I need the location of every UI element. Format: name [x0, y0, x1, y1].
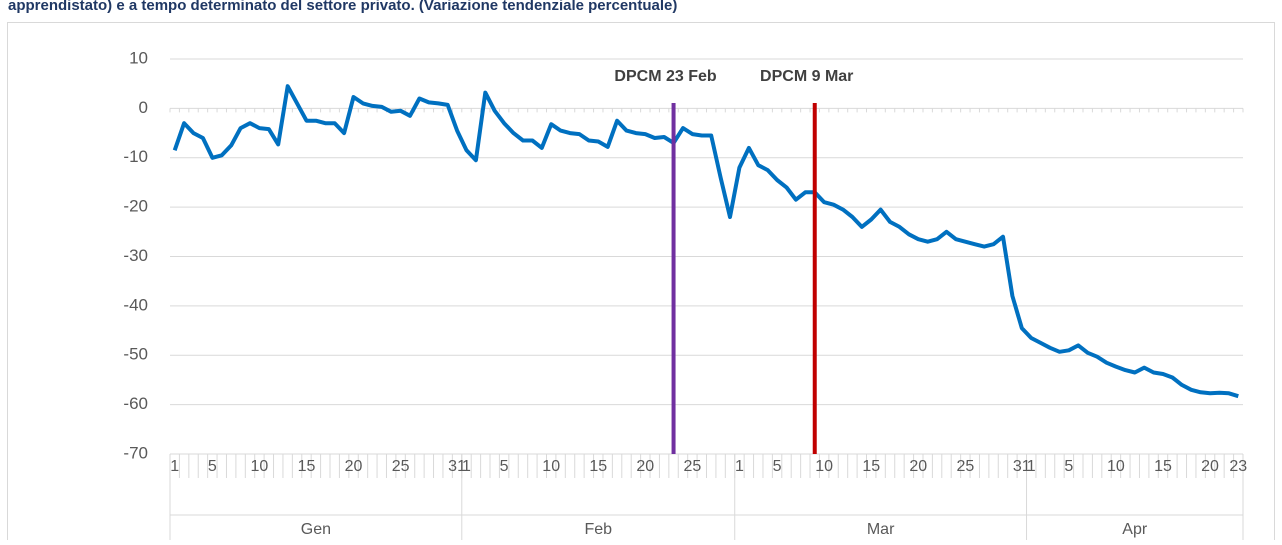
- x-tick-label: 5: [1064, 458, 1073, 475]
- y-tick-label: -50: [123, 345, 148, 364]
- x-tick-label: 5: [500, 458, 509, 475]
- x-tick-label: 23: [1229, 458, 1247, 475]
- y-tick-label: -10: [123, 147, 148, 166]
- x-tick-label: 15: [589, 458, 607, 475]
- chart-border: [7, 22, 1275, 545]
- event-label: DPCM 23 Feb: [614, 68, 716, 85]
- chart-title: apprendistato) e a tempo determinato del…: [8, 0, 677, 14]
- x-tick-label: 25: [683, 458, 701, 475]
- x-tick-label: 1: [462, 458, 471, 475]
- x-tick-label: 10: [815, 458, 833, 475]
- y-tick-label: -60: [123, 394, 148, 413]
- x-tick-label: 25: [392, 458, 410, 475]
- x-tick-label: 20: [909, 458, 927, 475]
- event-label: DPCM 9 Mar: [760, 68, 853, 85]
- x-tick-label: 5: [773, 458, 782, 475]
- y-tick-label: 10: [129, 48, 148, 67]
- x-tick-label: 20: [1201, 458, 1219, 475]
- x-tick-label: 5: [208, 458, 217, 475]
- y-tick-label: -40: [123, 295, 148, 314]
- group-label: Apr: [1122, 521, 1148, 538]
- y-tick-label: 0: [139, 98, 148, 117]
- x-tick-label: 31: [448, 458, 466, 475]
- x-tick-label: 1: [735, 458, 744, 475]
- x-tick-label: 10: [1107, 458, 1125, 475]
- group-label: Gen: [301, 521, 331, 538]
- x-tick-label: 10: [542, 458, 560, 475]
- group-label: Feb: [584, 521, 612, 538]
- x-tick-label: 31: [1013, 458, 1031, 475]
- group-label: Mar: [867, 521, 895, 538]
- x-tick-label: 20: [345, 458, 363, 475]
- y-tick-label: -70: [123, 443, 148, 462]
- x-tick-label: 15: [1154, 458, 1172, 475]
- y-tick-label: -30: [123, 246, 148, 265]
- x-tick-label: 25: [956, 458, 974, 475]
- x-tick-label: 1: [170, 458, 179, 475]
- x-tick-label: 1: [1027, 458, 1036, 475]
- data-line: [172, 84, 1239, 399]
- x-tick-label: 20: [636, 458, 654, 475]
- y-tick-label: -20: [123, 197, 148, 216]
- x-tick-label: 15: [862, 458, 880, 475]
- x-tick-label: 15: [298, 458, 316, 475]
- x-tick-label: 10: [251, 458, 269, 475]
